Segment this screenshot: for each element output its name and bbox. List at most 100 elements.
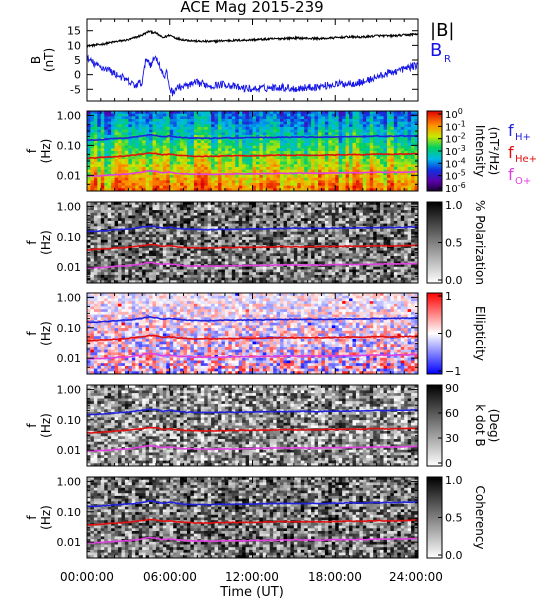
spectrogram-cell <box>249 132 253 136</box>
spectrogram-cell <box>414 121 419 125</box>
spectrogram-cell <box>114 116 119 120</box>
spectrogram-cell <box>373 148 378 152</box>
spectrogram-cell <box>221 161 226 165</box>
spectrogram-cell <box>138 204 143 208</box>
spectrogram-cell <box>400 140 405 144</box>
spectrogram-cell <box>204 161 209 165</box>
spectrogram-cell <box>214 269 219 273</box>
spectrogram-cell <box>307 229 312 233</box>
spectrogram-cell <box>235 207 240 211</box>
spectrogram-cell <box>262 132 267 136</box>
spectrogram-cell <box>300 237 305 241</box>
spectrogram-cell <box>228 124 233 128</box>
spectrogram-cell <box>383 172 388 176</box>
spectrogram-cell <box>249 242 253 246</box>
spectrogram-cell <box>159 175 164 179</box>
spectrogram-cell <box>145 234 150 238</box>
spectrogram-cell <box>283 177 288 181</box>
spectrogram-cell <box>352 121 357 125</box>
spectrogram-cell <box>173 180 178 184</box>
spectrogram-cell <box>231 256 236 260</box>
spectrogram-cell <box>304 280 309 284</box>
spectrogram-cell <box>162 250 167 254</box>
spectrogram-cell <box>100 183 105 187</box>
spectrogram-cell <box>345 113 350 117</box>
spectrogram-cell <box>159 116 164 120</box>
spectrogram-cell <box>114 151 119 155</box>
spectrogram-cell <box>121 280 126 284</box>
spectrogram-cell <box>128 274 133 278</box>
spectrogram-cell <box>380 121 384 125</box>
spectrogram-cell <box>373 124 378 128</box>
spectrogram-cell <box>280 207 284 211</box>
spectrogram-cell <box>338 111 343 115</box>
spectrogram-cell <box>118 226 122 230</box>
spectrogram-cell <box>300 210 305 214</box>
spectrogram-cell <box>155 145 160 149</box>
spectrogram-cell <box>407 167 412 171</box>
spectrogram-cell <box>307 177 312 181</box>
spectrogram-cell <box>162 264 167 268</box>
spectrogram-cell <box>152 140 157 144</box>
spectrogram-cell <box>249 258 253 262</box>
spectrogram-cell <box>211 127 215 131</box>
spectrogram-cell <box>335 151 340 155</box>
spectrogram-cell <box>290 121 295 125</box>
spectrogram-cell <box>180 212 184 216</box>
spectrogram-cell <box>128 164 133 168</box>
spectrogram-cell <box>221 239 226 243</box>
spectrogram-cell <box>262 169 267 173</box>
spectrogram-cell <box>324 185 329 189</box>
spectrogram-cell <box>114 274 119 278</box>
spectrogram-cell <box>349 172 353 176</box>
spectrogram-cell <box>224 261 229 265</box>
spectrogram-cell <box>114 129 119 133</box>
spectrogram-cell <box>328 140 333 144</box>
spectrogram-cell <box>221 137 226 141</box>
spectrogram-cell <box>155 164 160 168</box>
spectrogram-cell <box>193 215 198 219</box>
spectrogram-cell <box>269 239 274 243</box>
spectrogram-cell <box>121 250 126 254</box>
spectrogram-cell <box>321 140 326 144</box>
spectrogram-cell <box>224 183 229 187</box>
spectrogram-cell <box>283 145 288 149</box>
spectrogram-cell <box>118 210 122 214</box>
spectrogram-cell <box>183 137 188 141</box>
spectrogram-cell <box>228 250 233 254</box>
spectrogram-cell <box>238 223 243 227</box>
spectrogram-cell <box>383 143 388 147</box>
spectrogram-cell <box>97 161 102 165</box>
spectrogram-cell <box>90 210 95 214</box>
spectrogram-cell <box>331 137 336 141</box>
spectrogram-cell <box>211 212 215 216</box>
spectrogram-cell <box>224 140 229 144</box>
spectrogram-cell <box>352 132 357 136</box>
spectrogram-cell <box>314 132 319 136</box>
spectrogram-cell <box>338 151 343 155</box>
spectrogram-cell <box>173 140 178 144</box>
spectrogram-cell <box>107 247 112 251</box>
spectrogram-cell <box>162 188 167 192</box>
spectrogram-cell <box>152 124 157 128</box>
spectrogram-cell <box>162 212 167 216</box>
spectrogram-cell <box>359 140 364 144</box>
spectrogram-cell <box>90 153 95 157</box>
spectrogram-cell <box>100 177 105 181</box>
spectrogram-cell <box>211 159 215 163</box>
spectrogram-cell <box>186 269 191 273</box>
spectrogram-cell <box>104 129 109 133</box>
spectrogram-cell <box>231 261 236 265</box>
spectrogram-cell <box>204 218 209 222</box>
spectrogram-cell <box>224 212 229 216</box>
spectrogram-cell <box>104 119 109 123</box>
spectrogram-cell <box>390 111 395 115</box>
spectrogram-cell <box>138 247 143 251</box>
spectrogram-cell <box>269 229 274 233</box>
spectrogram-cell <box>297 212 302 216</box>
spectrogram-cell <box>90 135 95 139</box>
spectrogram-cell <box>169 183 174 187</box>
spectrogram-cell <box>207 280 212 284</box>
spectrogram-cell <box>197 159 202 163</box>
spectrogram-cell <box>349 113 353 117</box>
